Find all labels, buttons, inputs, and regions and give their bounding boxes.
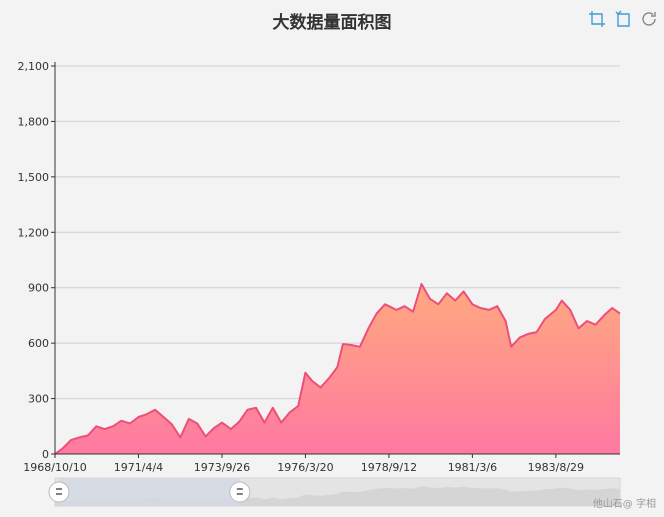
y-tick-label: 0: [42, 448, 49, 461]
series-area: [55, 284, 620, 454]
chart-title: 大数据量面积图: [272, 13, 392, 33]
y-tick-label: 300: [28, 393, 49, 406]
x-tick-label: 1981/3/6: [448, 461, 497, 474]
x-tick-label: 1971/4/4: [114, 461, 163, 474]
y-tick-label: 1,500: [18, 171, 50, 184]
x-tick-label: 1978/9/12: [361, 461, 417, 474]
zoom-icon[interactable]: [588, 10, 606, 28]
x-tick-label: 1968/10/10: [23, 461, 86, 474]
series-line: [54, 283, 621, 455]
x-tick-label: 1983/8/29: [528, 461, 584, 474]
restore-icon[interactable]: [640, 10, 658, 28]
y-tick-label: 2,100: [18, 60, 50, 73]
x-tick-label: 1973/9/26: [194, 461, 250, 474]
y-tick-label: 1,800: [18, 115, 50, 128]
datazoom-start-handle[interactable]: [48, 481, 70, 503]
toolbox: [588, 10, 658, 28]
datazoom-window[interactable]: [59, 478, 240, 506]
y-tick-label: 900: [28, 282, 49, 295]
x-tick-label: 1976/3/20: [277, 461, 333, 474]
y-tick-label: 600: [28, 337, 49, 350]
y-tick-label: 1,200: [18, 226, 50, 239]
watermark: 他山石@ 字相: [592, 499, 656, 510]
zoom-reset-icon[interactable]: [614, 10, 632, 28]
datazoom-end-handle[interactable]: [229, 481, 251, 503]
